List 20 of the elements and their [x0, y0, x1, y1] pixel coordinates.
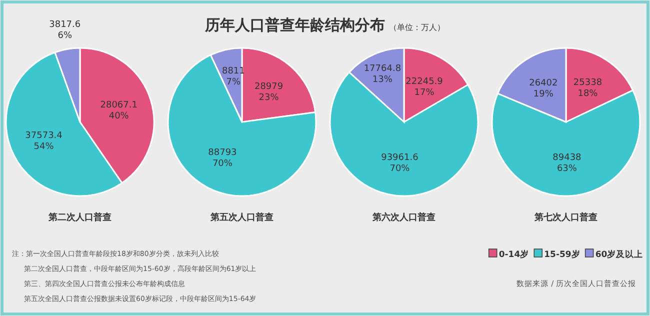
text: 历年人口普查年龄结构分布 [204, 16, 385, 34]
data-label: 93961.6 70% [381, 152, 419, 174]
text: 第七次人口普查 [534, 211, 598, 223]
data-label: 28067.1 40% [100, 100, 138, 122]
data-label: 28979 23% [254, 82, 284, 103]
data-label: 3817.6 6% [49, 20, 81, 41]
data-label: 25338 18% [573, 78, 602, 100]
data-label: 26402 19% [529, 78, 558, 100]
text: （单位：万人） [389, 23, 445, 32]
legend-label: 15-59岁 [544, 249, 580, 260]
legend-label: 0-14岁 [498, 249, 530, 260]
data-label: 89438 63% [552, 153, 582, 174]
legend-label: 60岁及以上 [595, 249, 644, 260]
data-label: 37573.4 54% [25, 131, 63, 152]
data-label: 17764.8 13% [364, 64, 402, 85]
text: 第五次人口普查 [210, 211, 274, 223]
data-label: 88793 70% [208, 148, 237, 170]
text: 第二次人口普查 [48, 211, 112, 223]
data-label: 22245.9 17% [406, 77, 444, 98]
text: 第六次人口普查 [372, 211, 436, 223]
